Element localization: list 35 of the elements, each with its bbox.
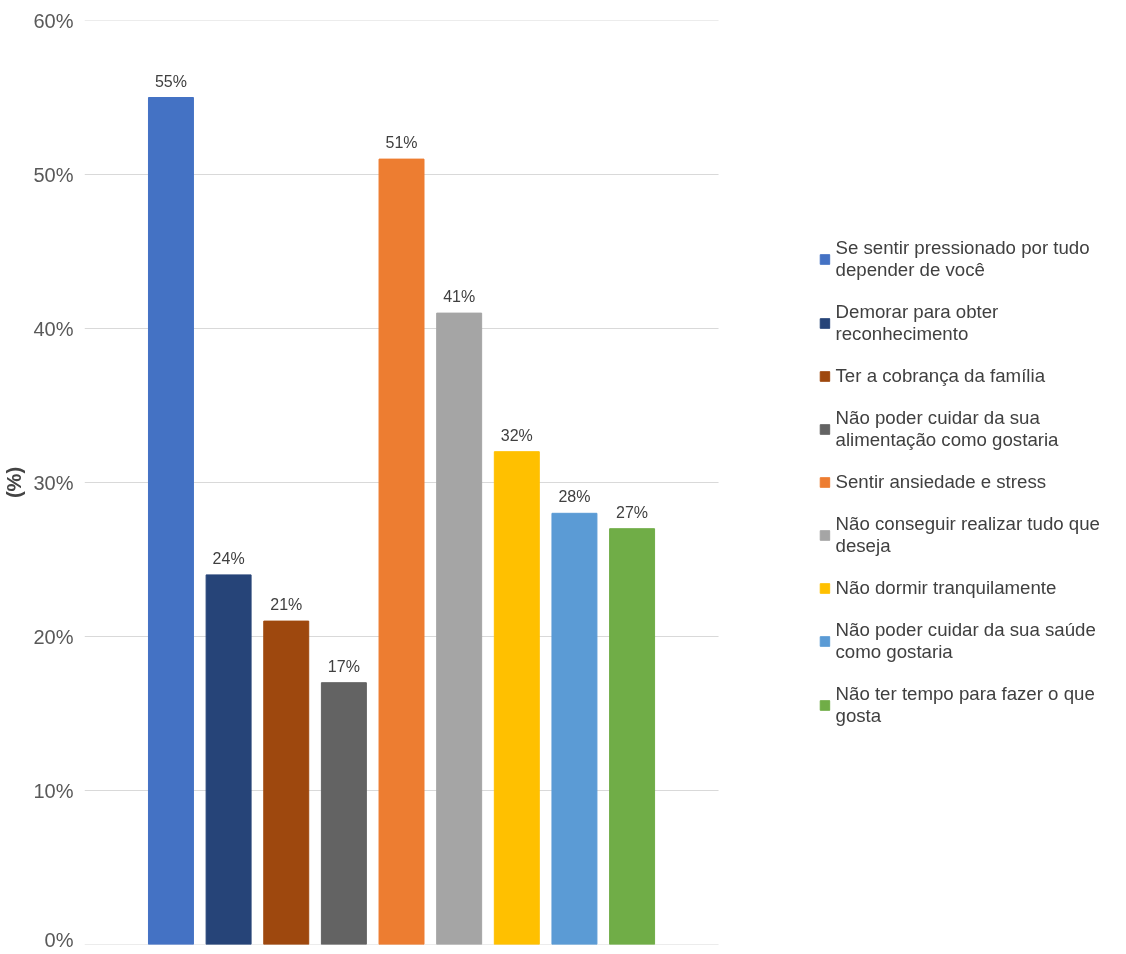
bar — [263, 620, 310, 945]
data-label: 28% — [558, 488, 591, 506]
legend-label: Não poder cuidar da sua alimentação como gostaria — [835, 407, 1059, 451]
y-tick-label: 30% — [33, 471, 74, 494]
data-label: 17% — [327, 657, 360, 675]
bar — [320, 682, 367, 945]
bar — [551, 512, 598, 945]
y-tick-label: 50% — [33, 163, 74, 186]
data-label: 51% — [385, 134, 418, 152]
y-tick-label: 10% — [33, 779, 74, 802]
legend-label: Não ter tempo para fazer o que gosta — [835, 683, 1095, 727]
data-label: 21% — [270, 596, 303, 614]
legend-label: Ter a cobrança da família — [835, 365, 1046, 387]
bar — [378, 158, 425, 945]
bar — [609, 528, 656, 945]
legend-label: Não dormir tranquilamente — [835, 577, 1057, 599]
y-tick-label: 40% — [33, 317, 74, 340]
y-tick-label: 20% — [33, 625, 74, 648]
bar — [147, 97, 194, 945]
legend-label: Sentir ansiedade e stress — [835, 471, 1047, 493]
y-tick-label: 0% — [44, 928, 74, 951]
bar — [436, 312, 483, 945]
data-label: 55% — [154, 72, 187, 90]
y-axis-title: (%) — [3, 466, 26, 499]
bar — [493, 451, 540, 945]
legend-label: Se sentir pressionado por tudo depender de você — [835, 237, 1090, 281]
data-label: 24% — [212, 549, 245, 567]
data-label: 32% — [500, 426, 533, 444]
legend-label: Não conseguir realizar tudo que deseja — [835, 513, 1100, 557]
legend-label: Demorar para obter reconhecimento — [835, 301, 999, 345]
data-label: 27% — [616, 503, 649, 521]
bar — [205, 574, 252, 945]
data-label: 41% — [443, 288, 476, 306]
y-tick-label: 60% — [33, 9, 74, 32]
legend-label: Não poder cuidar da sua saúde como gostaria — [835, 619, 1096, 663]
